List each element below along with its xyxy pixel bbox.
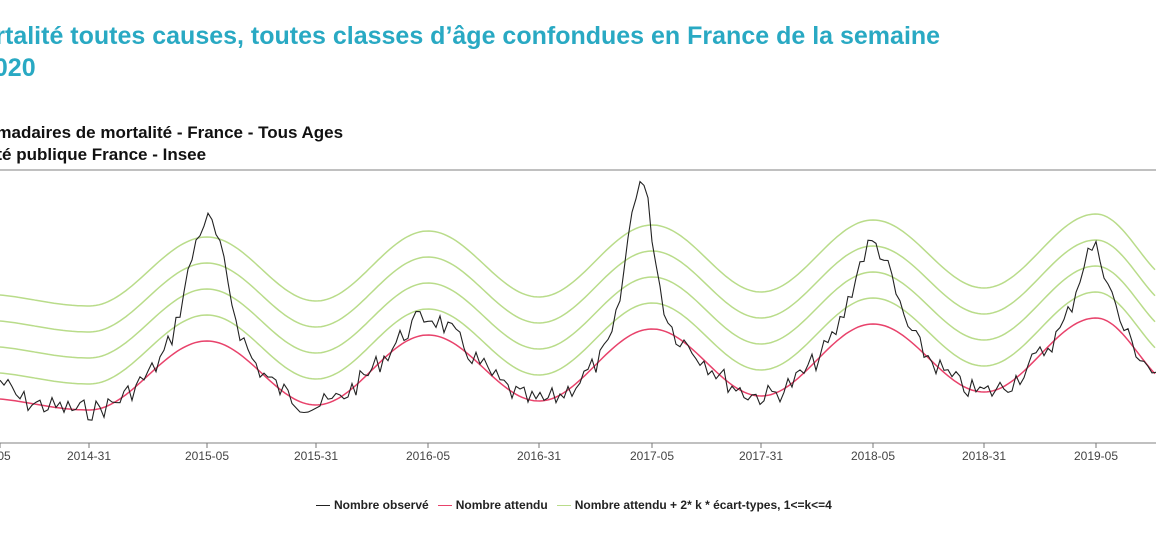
page-title: ortalité toutes causes, toutes classes d…	[0, 22, 941, 82]
legend-label-expected: Nombre attendu	[455, 498, 548, 512]
legend-swatch-thresholds	[556, 504, 571, 506]
threshold-line-2	[0, 265, 1156, 359]
legend-item-thresholds: Nombre attendu + 2* k * écart-types, 1<=…	[556, 498, 832, 512]
x-tick-label: 2017-05	[629, 449, 675, 463]
legend-swatch-expected	[437, 504, 452, 506]
chart-title: omadaires de mortalité - France - Tous A…	[0, 123, 344, 164]
legend-item-expected: Nombre attendu	[437, 498, 548, 512]
x-tick-label: 2017-31	[738, 449, 784, 463]
expected-series	[0, 317, 1156, 411]
legend: Nombre observé Nombre attendu Nombre att…	[316, 498, 841, 512]
x-tick-label: 2018-31	[961, 449, 1007, 463]
legend-label-thresholds: Nombre attendu + 2* k * écart-types, 1<=…	[574, 498, 832, 512]
x-tick-label: 2018-05	[850, 449, 896, 463]
x-tick-label: 2015-31	[293, 449, 339, 463]
threshold-line-4	[0, 213, 1156, 307]
x-tick-label: 2019-05	[1073, 449, 1119, 463]
threshold-series	[0, 213, 1156, 385]
legend-item-observed: Nombre observé	[316, 498, 429, 512]
observed-series	[0, 180, 1156, 421]
x-ticks	[0, 443, 1097, 448]
x-tick-label: 2015-05	[184, 449, 230, 463]
observed-line	[0, 180, 1156, 421]
x-tick-label: 2014-31	[66, 449, 112, 463]
threshold-line-3	[0, 239, 1156, 333]
x-tick-label: 2016-05	[405, 449, 451, 463]
legend-label-observed: Nombre observé	[334, 498, 429, 512]
expected-line	[0, 317, 1156, 411]
legend-swatch-observed	[316, 504, 330, 506]
x-tick-label: 05	[0, 449, 11, 463]
threshold-line-1	[0, 291, 1156, 385]
x-tick-label: 2016-31	[516, 449, 562, 463]
